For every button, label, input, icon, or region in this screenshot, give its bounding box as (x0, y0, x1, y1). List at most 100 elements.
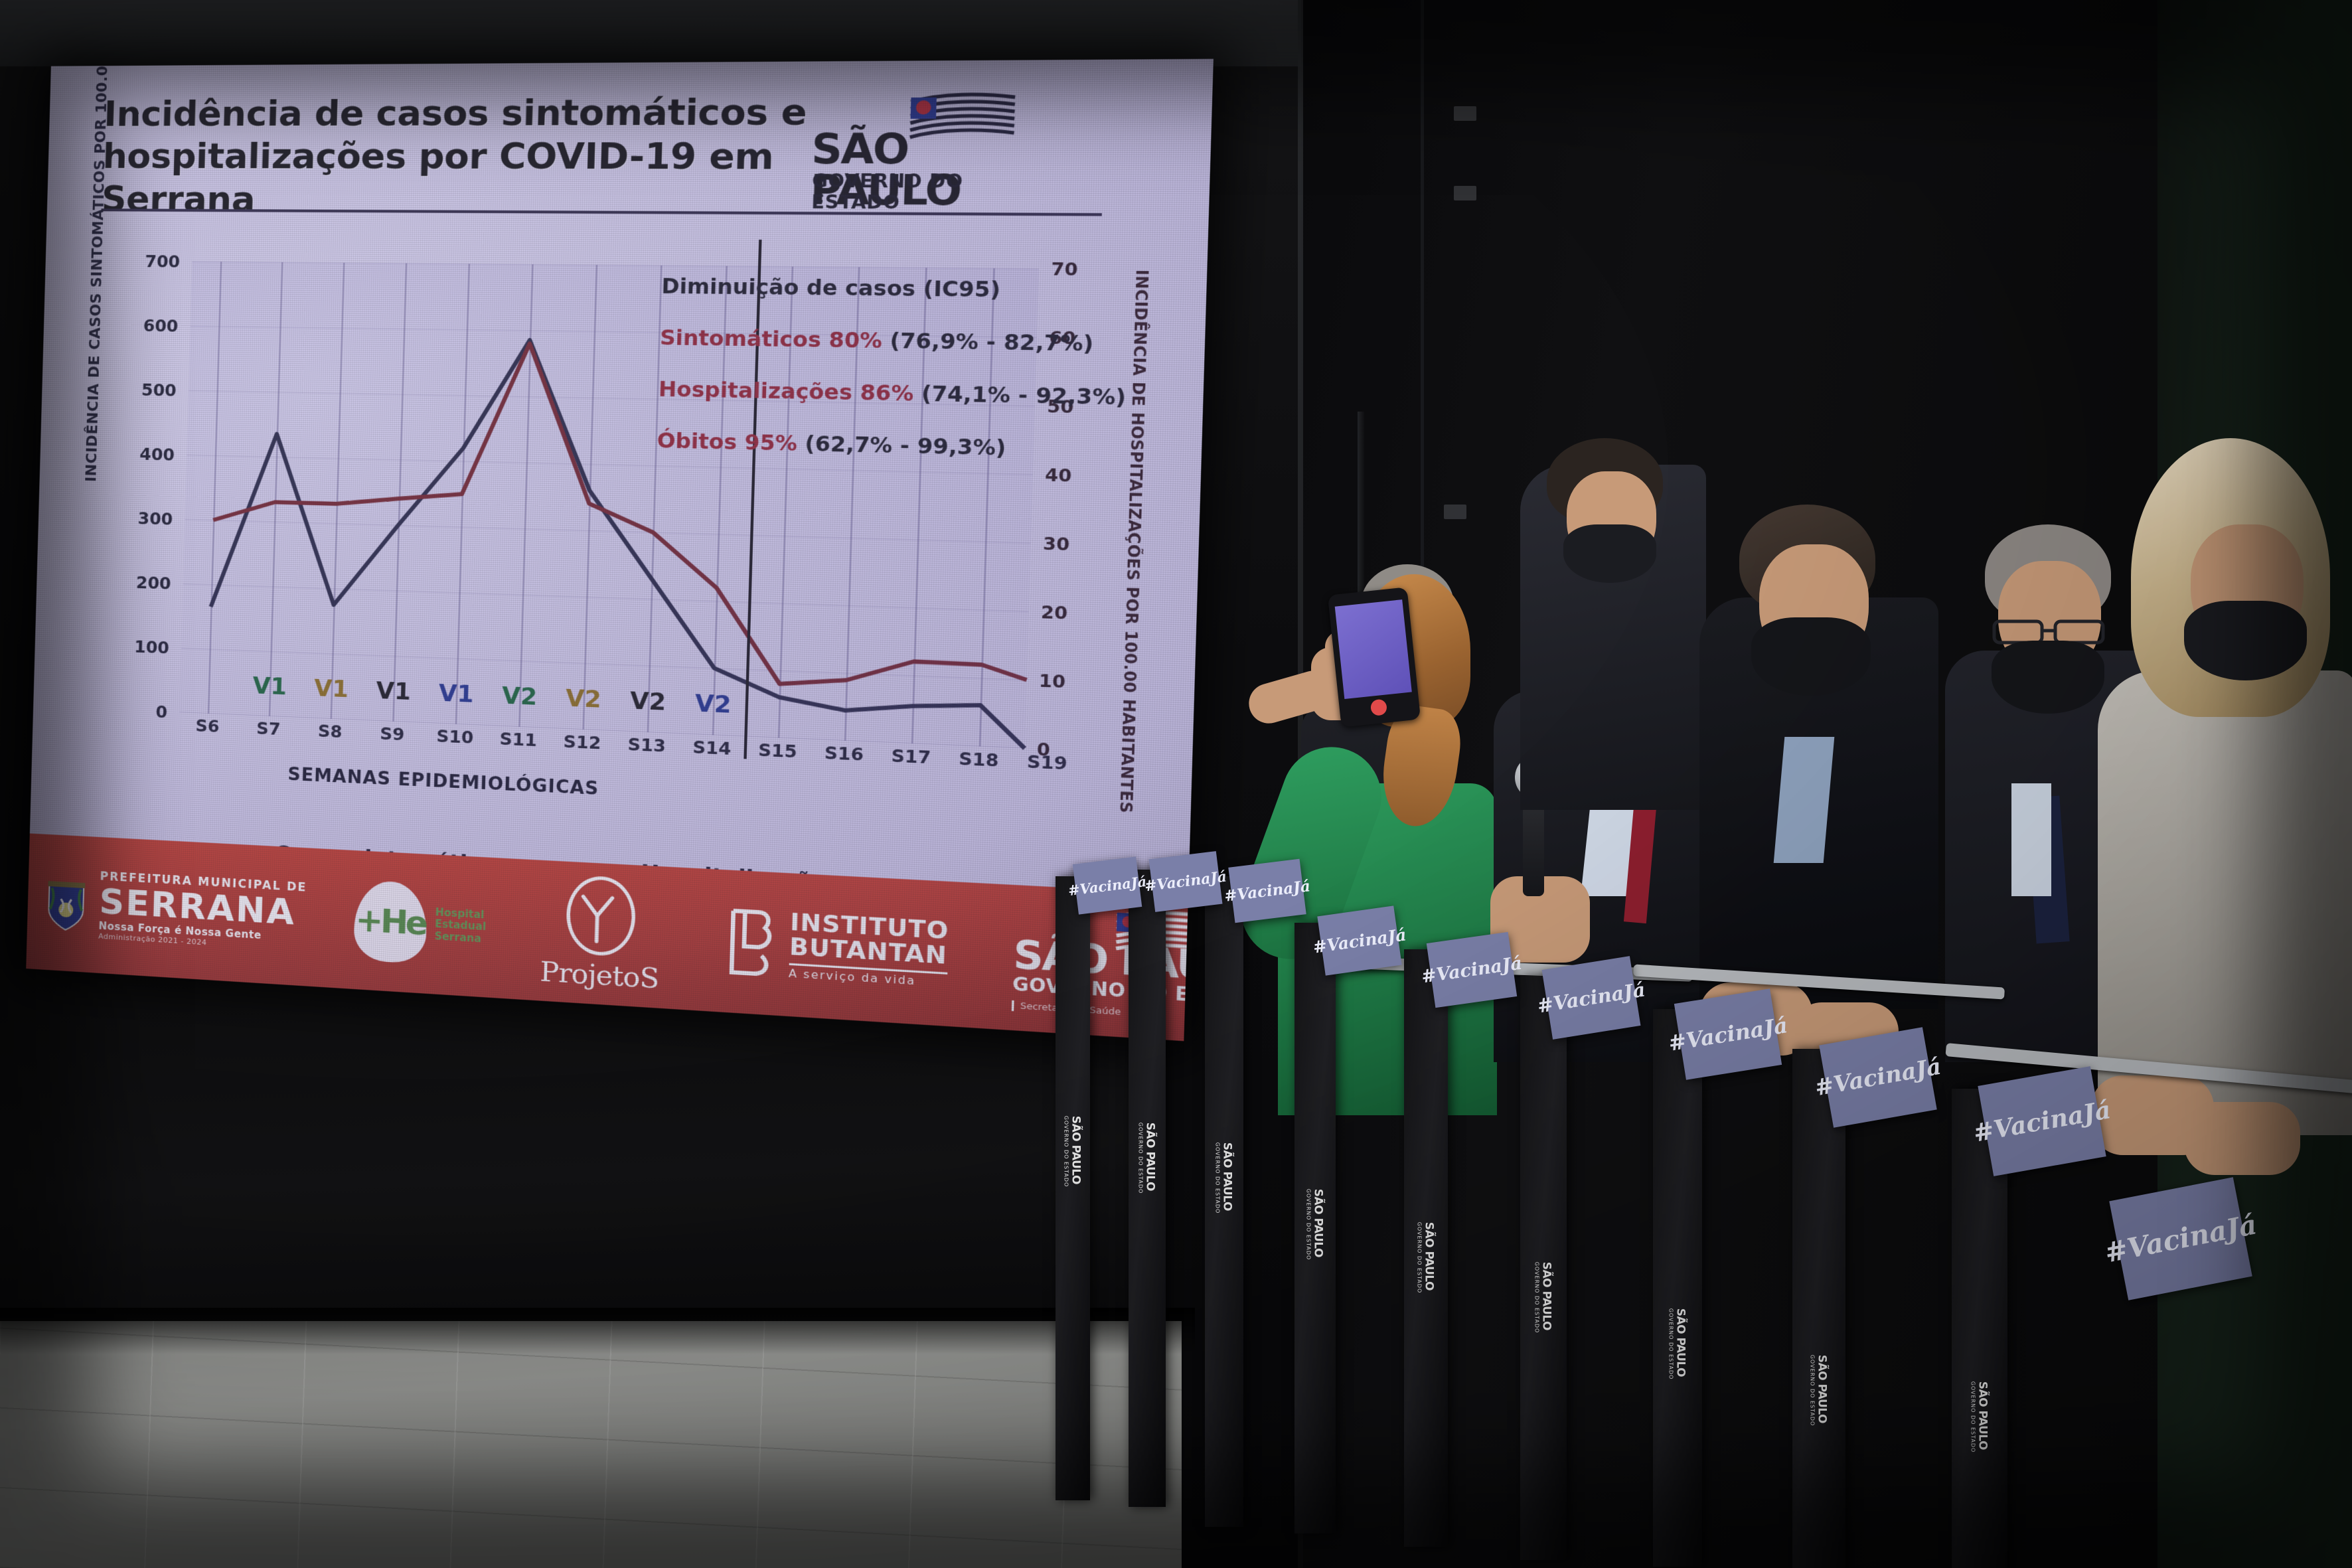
hospital-mark: +He (354, 901, 426, 943)
projection-screen: Incidência de casos sintomáticos e hospi… (26, 58, 1214, 1042)
barrier-post[interactable]: SÃO PAULO GOVERNO DO ESTADO (1404, 949, 1448, 1547)
x-tick: S9 (379, 724, 405, 745)
logo-sao-paulo-footer: SÃO PAULO GOVERNO DO ESTADO Secretaria d… (1011, 905, 1214, 1027)
post-logo-line-1: SÃO PAULO (1674, 1308, 1687, 1377)
post-logo: SÃO PAULO GOVERNO DO ESTADO (1668, 1308, 1687, 1380)
projeto-s-name: Projeto (539, 956, 641, 994)
vaccine-marker: V2 (565, 684, 602, 714)
badge-label: #VacinaJá (1143, 868, 1228, 896)
annotation-label: Óbitos 95% (657, 428, 798, 457)
vacina-ja-badge: #VacinaJá (1535, 956, 1647, 1040)
badge-label: #VacinaJá (1420, 953, 1524, 987)
badge-label: #VacinaJá (2102, 1208, 2260, 1269)
vaccine-marker: V2 (694, 689, 732, 720)
barrier-post[interactable]: SÃO PAULO GOVERNO DO ESTADO (1294, 923, 1336, 1533)
badge-label: #VacinaJá (1812, 1053, 1944, 1102)
hospital-wordmark: Hospital Estadual Serrana (434, 906, 487, 945)
badge-label: #VacinaJá (1311, 924, 1408, 957)
annotation-value: (62,7% - 99,3%) (804, 431, 1006, 461)
butantan-line-2: BUTANTAN (789, 933, 948, 971)
x-tick: S19 (1026, 751, 1068, 774)
stage-floor (0, 1321, 1182, 1568)
x-tick: S17 (891, 745, 931, 768)
annotation-value: (74,1% - 92,3%) (921, 382, 1127, 411)
badge-label: #VacinaJá (1067, 872, 1148, 899)
post-logo-line-1: SÃO PAULO (1311, 1188, 1325, 1257)
butantan-wordmark: INSTITUTO BUTANTAN A serviço da vida (789, 908, 949, 988)
floor-tiles (0, 1321, 1182, 1568)
post-logo-line-2: GOVERNO DO ESTADO (1305, 1188, 1312, 1261)
projeto-s-wordmark: ProjetoS (540, 956, 659, 995)
annotation-value: (76,9% - 82,7%) (889, 329, 1094, 357)
post-logo-line-1: SÃO PAULO (1539, 1261, 1553, 1330)
post-logo-line-2: GOVERNO DO ESTADO (1809, 1354, 1816, 1427)
badge-label: #VacinaJá (1666, 1012, 1790, 1056)
vacina-ja-badge: #VacinaJá (1420, 931, 1524, 1008)
x-tick: S12 (563, 731, 601, 753)
record-button-icon (1370, 698, 1388, 716)
barrier-post[interactable]: SÃO PAULO GOVERNO DO ESTADO (1653, 1009, 1702, 1567)
post-logo-line-1: SÃO PAULO (1422, 1221, 1436, 1291)
serrana-wordmark: PREFEITURA MUNICIPAL DE SERRANA Nossa Fo… (98, 870, 307, 952)
barrier-post[interactable]: SÃO PAULO GOVERNO DO ESTADO (1205, 876, 1243, 1527)
stage-skirt (0, 969, 1129, 1341)
barrier-post[interactable]: SÃO PAULO GOVERNO DO ESTADO (1792, 1049, 1845, 1568)
vaccine-marker: V2 (501, 682, 538, 712)
post-logo: SÃO PAULO GOVERNO DO ESTADO (1810, 1355, 1829, 1427)
serrana-coat-of-arms-icon (44, 874, 88, 933)
post-logo: SÃO PAULO GOVERNO DO ESTADO (1306, 1189, 1325, 1261)
logo-hospital-estadual-serrana: +He Hospital Estadual Serrana (353, 880, 487, 968)
vacina-ja-badge: #VacinaJá (1223, 858, 1311, 923)
vaccine-marker: V1 (252, 672, 287, 701)
left-tick: 100 (133, 636, 170, 658)
x-tick: S7 (256, 718, 281, 740)
vacina-ja-badge: #VacinaJá (1144, 851, 1227, 912)
x-tick: S6 (195, 716, 220, 737)
post-logo-line-2: GOVERNO DO ESTADO (1533, 1261, 1540, 1334)
vaccine-marker: V1 (438, 679, 475, 709)
post-logo: SÃO PAULO GOVERNO DO ESTADO (1215, 1142, 1234, 1214)
post-logo: SÃO PAULO GOVERNO DO ESTADO (1138, 1123, 1157, 1194)
sao-paulo-logo-subtitle: GOVERNO DO ESTADO (811, 171, 963, 214)
badge-label: #VacinaJá (1535, 978, 1647, 1018)
presentation-slide: Incidência de casos sintomáticos e hospi… (26, 58, 1214, 1042)
right-tick: 70 (1050, 258, 1079, 279)
annotation-label: Sintomáticos 80% (659, 325, 883, 354)
annotation-block: Diminuição de casos (IC95) Sintomáticos … (656, 274, 1140, 494)
x-tick: S13 (627, 734, 666, 756)
post-logo-line-2: GOVERNO DO ESTADO (1137, 1122, 1144, 1194)
left-axis-ticks: 700 600 500 400 300 200 100 0 (101, 234, 1178, 722)
annotation-label: Hospitalizações 86% (658, 377, 914, 407)
post-logo-line-1: SÃO PAULO (1069, 1115, 1083, 1184)
post-logo-line-1: SÃO PAULO (1220, 1142, 1234, 1211)
barrier-post[interactable]: SÃO PAULO GOVERNO DO ESTADO (1056, 876, 1090, 1500)
post-logo-line-2: GOVERNO DO ESTADO (1063, 1115, 1069, 1188)
right-tick: 30 (1042, 532, 1070, 555)
badge-label: #VacinaJá (1223, 876, 1312, 905)
wall-vent-icon (1454, 106, 1476, 121)
antibody-y-icon (565, 874, 637, 958)
x-tick: S10 (436, 726, 474, 748)
sao-paulo-logo: SÃO PAULO GOVERNO DO ESTADO (810, 94, 1038, 214)
wall-vent-icon (1454, 186, 1476, 200)
barrier-post[interactable]: SÃO PAULO GOVERNO DO ESTADO (1520, 976, 1567, 1560)
right-tick: 20 (1040, 601, 1068, 623)
logo-prefeitura-serrana: PREFEITURA MUNICIPAL DE SERRANA Nossa Fo… (44, 868, 307, 952)
post-logo: SÃO PAULO GOVERNO DO ESTADO (1534, 1262, 1553, 1334)
left-tick: 200 (135, 572, 172, 593)
x-tick: S11 (499, 728, 538, 751)
post-logo-line-1: SÃO PAULO (1815, 1354, 1829, 1423)
barrier-post[interactable]: SÃO PAULO GOVERNO DO ESTADO (1129, 870, 1166, 1507)
vaccine-marker: V1 (376, 677, 412, 706)
left-tick: 600 (143, 315, 179, 336)
post-logo-line-1: SÃO PAULO (1143, 1122, 1157, 1191)
vacina-ja-badge: #VacinaJá (1971, 1066, 2113, 1176)
x-tick: S14 (692, 737, 732, 759)
logo-instituto-butantan: INSTITUTO BUTANTAN A serviço da vida (721, 905, 949, 991)
logo-projeto-s: ProjetoS (540, 874, 662, 995)
x-axis-title: SEMANAS EPIDEMIOLÓGICAS (287, 764, 599, 800)
post-logo: SÃO PAULO GOVERNO DO ESTADO (1970, 1381, 1990, 1453)
post-logo-line-1: SÃO PAULO (1976, 1381, 1990, 1450)
floor-shadow (0, 1308, 1195, 1354)
